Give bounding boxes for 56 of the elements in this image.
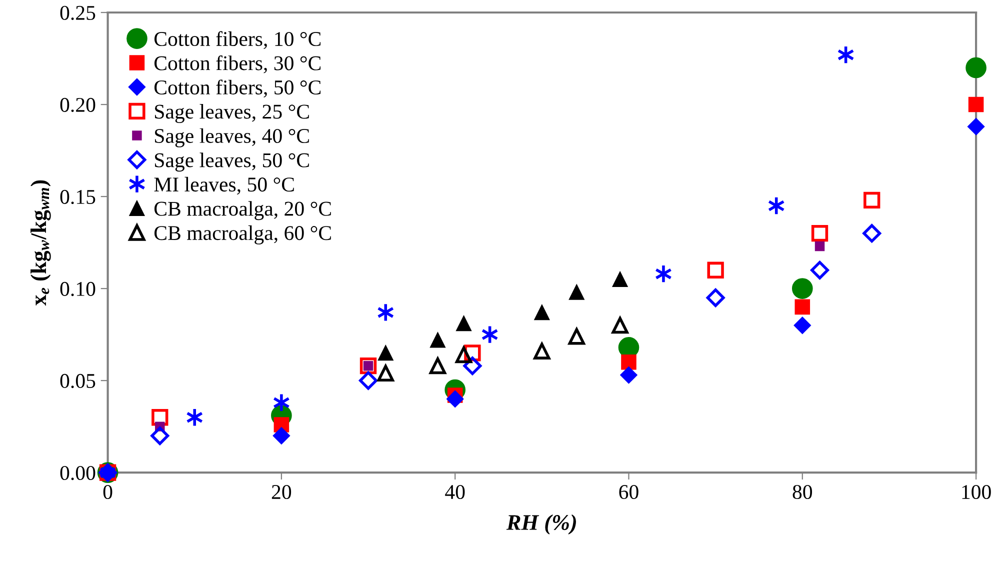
x-tick-label: 40: [445, 484, 465, 500]
legend-label: Cotton fibers, 30 °C: [154, 55, 321, 74]
legend-label: Sage leaves, 25 °C: [155, 104, 309, 124]
point: [794, 316, 811, 334]
legend-label: MI leaves, 50 °C: [154, 176, 294, 195]
point: [429, 358, 446, 374]
y-tick-label: 0.25: [60, 6, 96, 20]
point: [534, 304, 550, 320]
point: [810, 260, 830, 280]
legend-label: Sage leaves, 40 °C: [155, 128, 309, 148]
point: [455, 346, 472, 364]
point: [568, 328, 585, 345]
y-tick-label: 0.00: [60, 466, 96, 480]
point: [456, 316, 472, 332]
point: [966, 57, 986, 78]
legend-label: Sage leaves, 50 °C: [155, 152, 309, 172]
point: [620, 366, 638, 384]
y-tick-label: 0.20: [60, 98, 96, 112]
point: [360, 358, 377, 374]
x-axis-title: RH (%): [506, 514, 576, 535]
legend-label: Cotton fibers, 50 °C: [154, 80, 321, 98]
y-tick-label: 0.10: [60, 282, 96, 296]
point: [707, 262, 724, 278]
legend-label: CB macroalga, 20 °C: [154, 201, 331, 220]
legend-label: Cotton fibers, 10 °C: [154, 31, 321, 50]
point: [272, 427, 290, 444]
point: [814, 241, 825, 252]
y-axis-title: x$_{e}$ (kg$_{w}$/kg$_{wm}$): [30, 180, 51, 306]
point: [378, 345, 394, 361]
point: [152, 409, 168, 426]
x-tick-label: 20: [272, 484, 292, 500]
legend-label: CB macroalga, 60 °C: [154, 225, 331, 244]
point: [150, 426, 170, 446]
x-tick-label: 100: [962, 484, 991, 500]
point: [430, 332, 446, 348]
point: [612, 317, 628, 334]
point: [377, 364, 394, 382]
point: [534, 342, 550, 360]
point: [862, 224, 882, 243]
point: [706, 288, 725, 307]
point: [446, 390, 464, 408]
point: [612, 272, 628, 287]
x-tick-label: 80: [792, 484, 812, 500]
y-tick-label: 0.15: [60, 190, 96, 204]
x-tick-label: 0: [103, 484, 112, 500]
point: [569, 284, 584, 300]
point: [864, 192, 880, 209]
point: [811, 225, 828, 242]
x-tick-label: 60: [619, 484, 638, 500]
point: [794, 299, 810, 315]
point: [792, 278, 813, 299]
y-tick-label: 0.05: [60, 374, 96, 388]
point: [621, 354, 636, 370]
point: [968, 96, 984, 112]
point: [967, 118, 985, 136]
point: [359, 371, 378, 390]
